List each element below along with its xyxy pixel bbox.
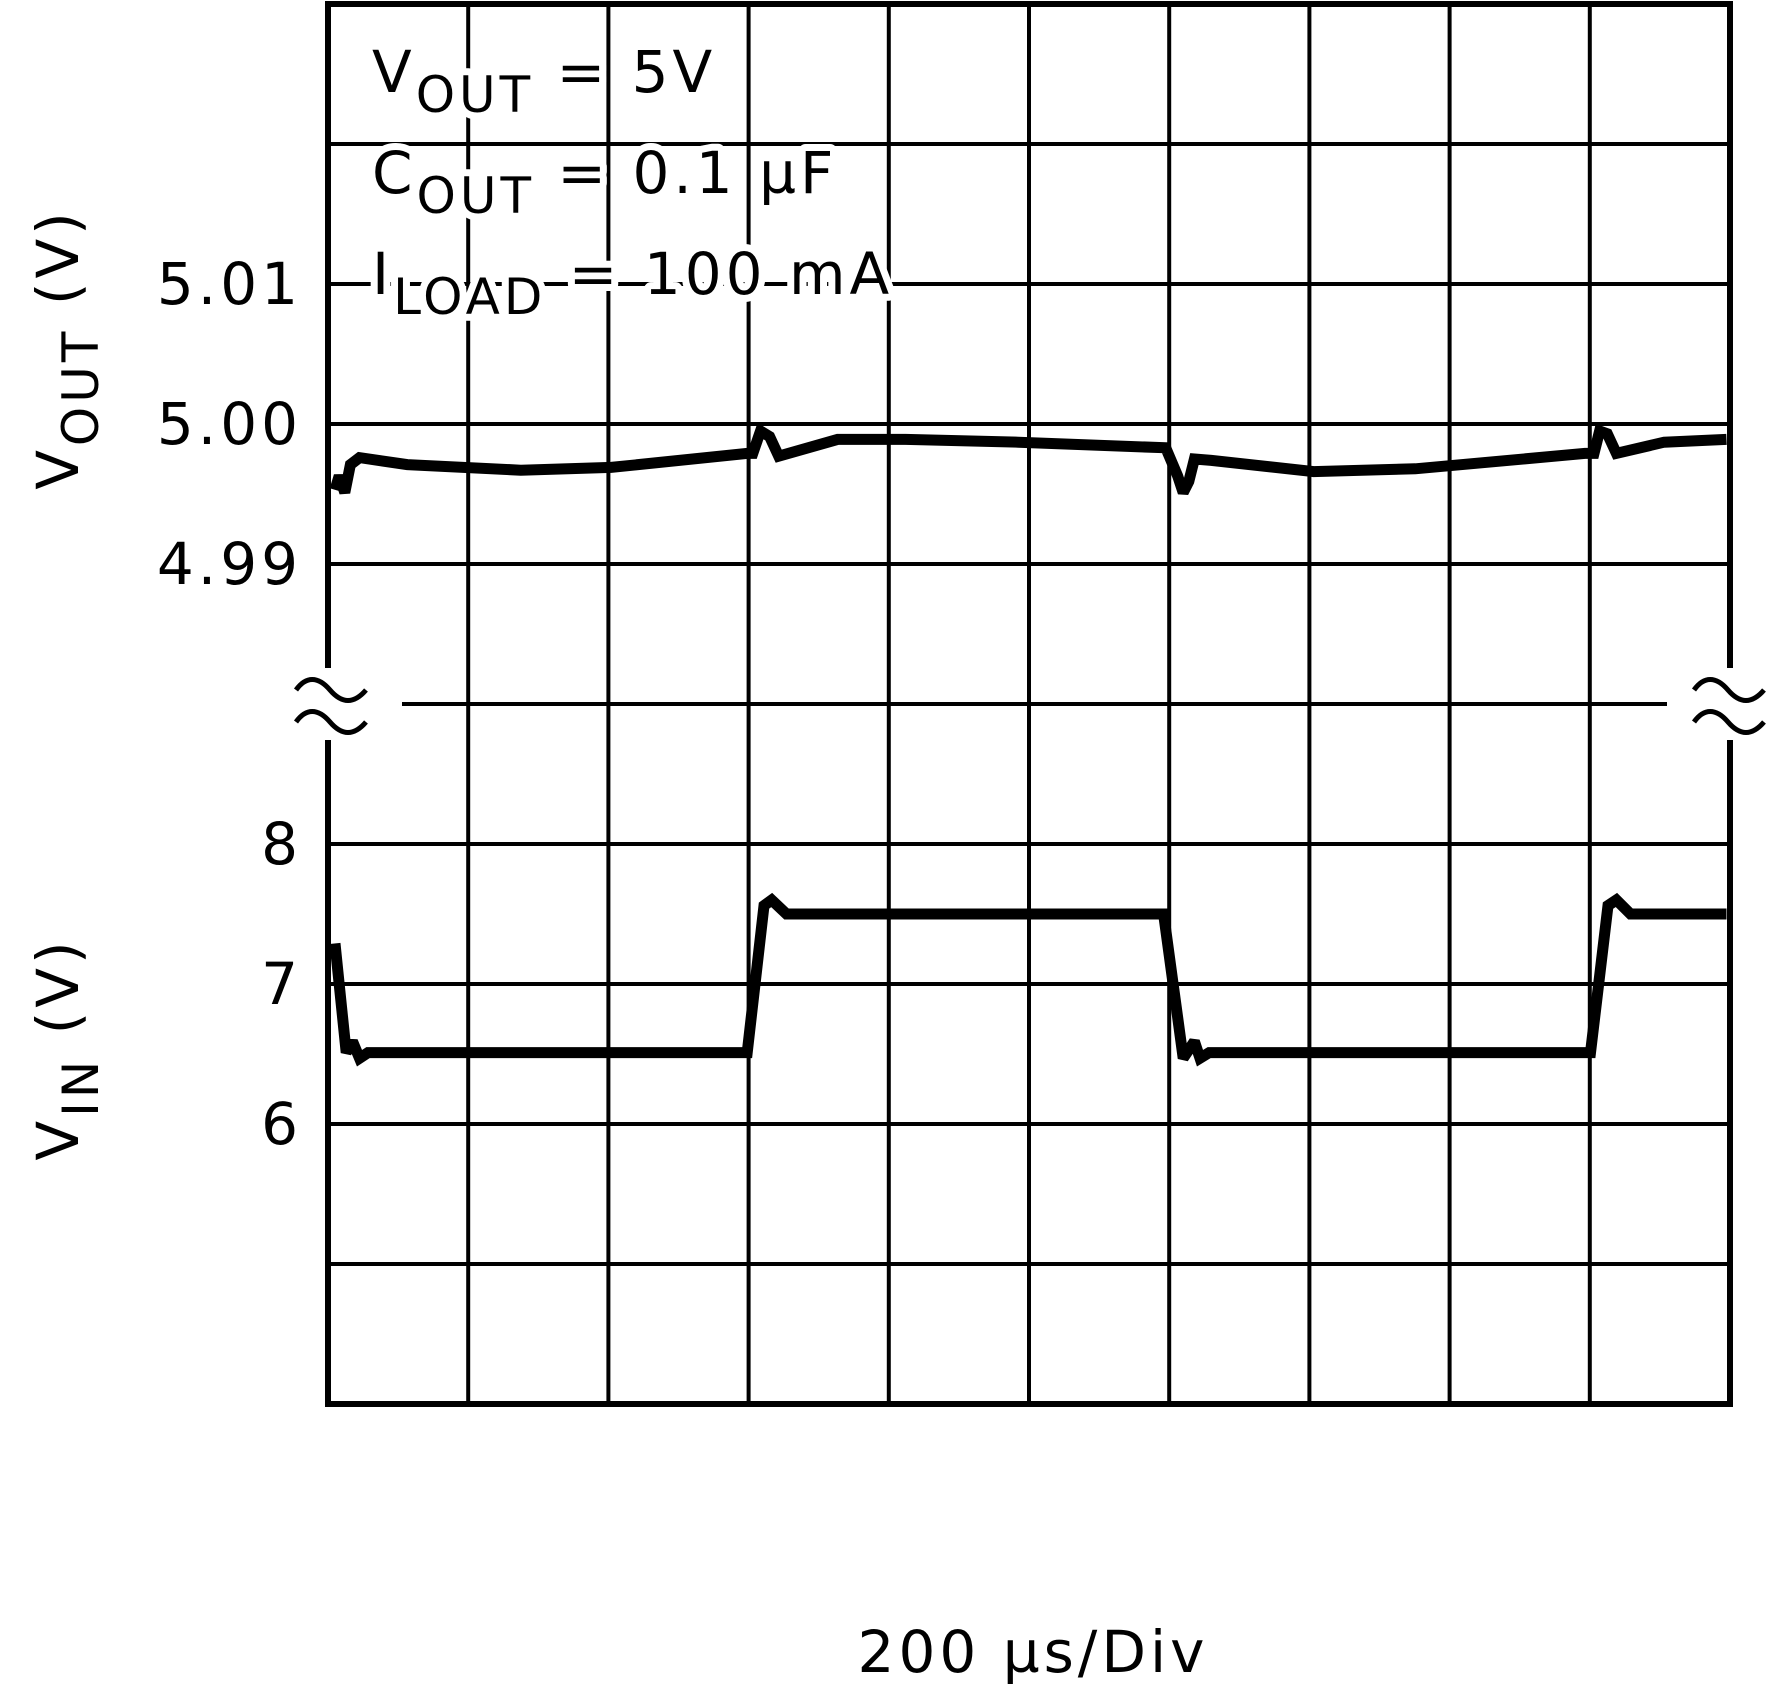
annotation-rest: = 0.1 µF — [535, 139, 837, 207]
y-axis-label-sub: OUT — [52, 328, 110, 447]
y-axis-label-rest: (V) — [24, 208, 92, 327]
trace — [329, 422, 1727, 496]
trace — [329, 892, 1727, 1067]
y-axis-label: VIN (V) — [24, 937, 110, 1160]
annotation: ILOAD = 100 mA — [372, 240, 893, 326]
annotation-main: I — [372, 240, 393, 308]
axis-break — [1691, 677, 1766, 735]
y-axis-label-rest: (V) — [24, 937, 92, 1056]
grid — [326, 2, 1732, 1406]
annotation-rest: = 5V — [534, 38, 716, 106]
y-tick-label: 7 — [261, 950, 302, 1018]
y-axis-label-main: V — [24, 1117, 92, 1161]
annotation-main: C — [372, 139, 417, 207]
y-tick-label: 5.00 — [157, 390, 302, 458]
annotation-main: V — [372, 38, 416, 106]
axis-break — [293, 677, 368, 735]
y-tick-label: 6 — [261, 1090, 302, 1158]
y-tick-label: 5.01 — [157, 250, 302, 318]
y-tick-label: 4.99 — [157, 530, 302, 598]
y-axis-label-sub: IN — [52, 1057, 110, 1117]
y-axis-label: VOUT (V) — [24, 208, 110, 490]
y-axis-label-main: V — [24, 446, 92, 490]
annotation-sub: LOAD — [393, 268, 546, 326]
annotation-sub: OUT — [416, 66, 535, 124]
x-axis-label: 200 µs/Div — [858, 1618, 1209, 1686]
y-tick-label: 8 — [261, 810, 302, 878]
traces — [329, 422, 1727, 1067]
annotation: VOUT = 5V — [372, 38, 716, 124]
annotation-rest: = 100 mA — [546, 240, 893, 308]
annotation: COUT = 0.1 µF — [372, 139, 837, 225]
annotation-sub: OUT — [417, 167, 536, 225]
